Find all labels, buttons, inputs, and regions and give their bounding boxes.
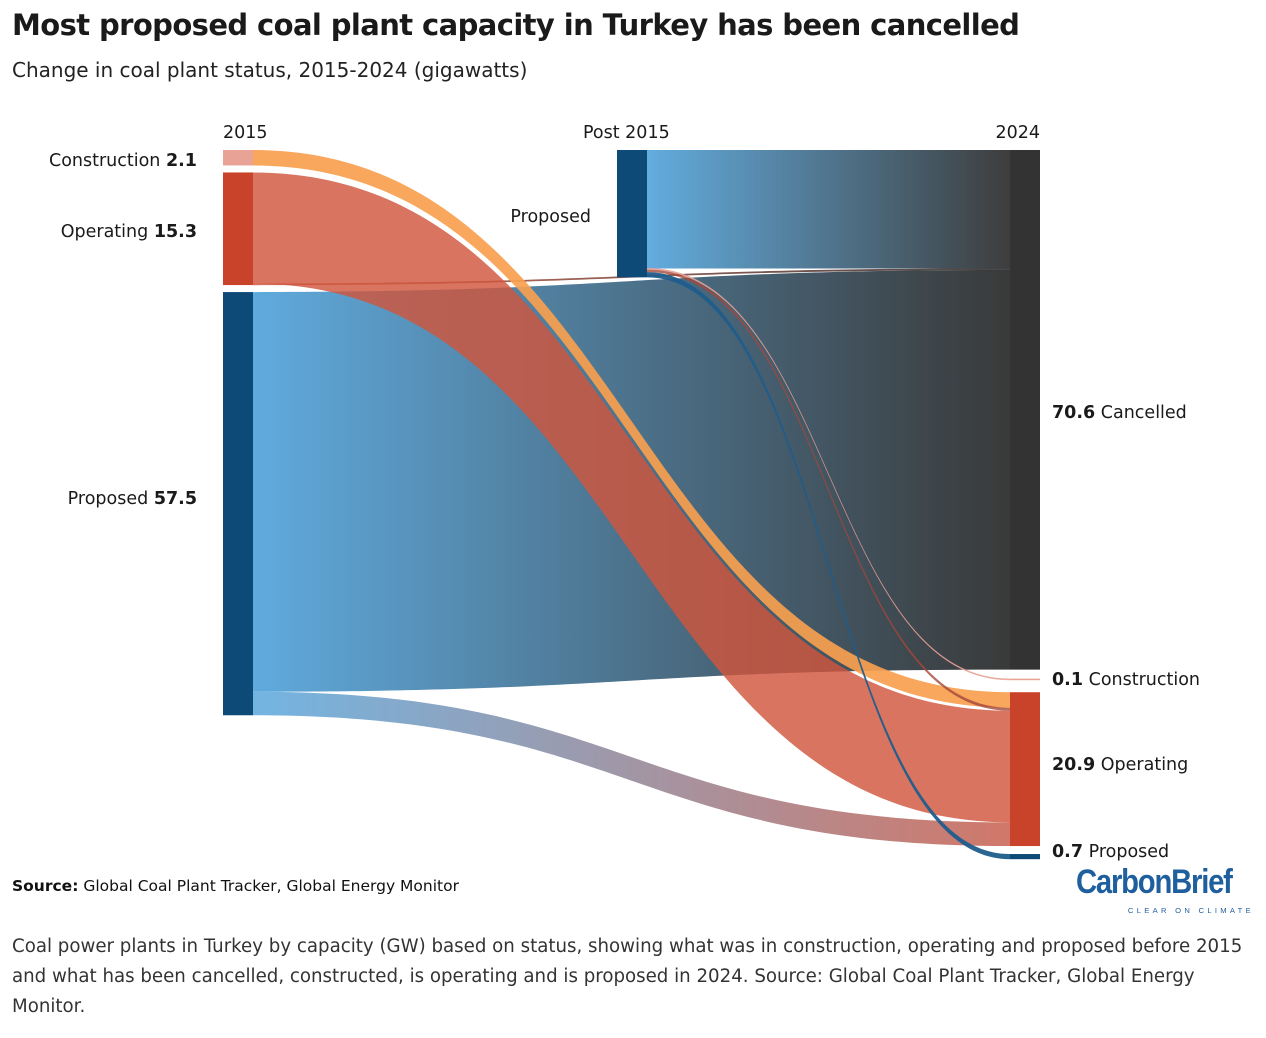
node-2024-operating — [1010, 692, 1040, 847]
chart-title: Most proposed coal plant capacity in Tur… — [12, 8, 1020, 42]
label-2024-operating: 20.9 Operating — [1052, 755, 1188, 775]
label-2024-construction: 0.1 Construction — [1052, 670, 1200, 690]
sankey-flows — [253, 150, 1010, 860]
flow-post2015-proposed-to-construction — [647, 267, 1010, 681]
flow-post2015-proposed-to-cancelled — [647, 150, 1010, 269]
chart-subtitle: Change in coal plant status, 2015-2024 (… — [12, 58, 528, 82]
carbonbrief-logo: CarbonBrief CLEAR ON CLIMATE — [1076, 864, 1256, 916]
label-2015-operating: Operating 15.3 — [61, 222, 197, 242]
node-post2015-proposed — [617, 150, 647, 278]
logo-wordmark: CarbonBrief — [1076, 863, 1233, 901]
label-2015-construction: Construction 2.1 — [49, 151, 197, 171]
node-2015-proposed — [223, 292, 253, 716]
sankey-chart: 2015 Post 2015 2024 Construction 2.1 Ope… — [49, 123, 1200, 862]
label-2024-proposed: 0.7 Proposed — [1052, 842, 1169, 862]
column-header-2015: 2015 — [223, 123, 268, 143]
node-2015-operating — [223, 172, 253, 286]
flow-construction-to-operating — [253, 150, 1010, 708]
flow-post2015-proposed-to-operating — [647, 269, 1010, 711]
flow-post2015-proposed-to-proposed — [647, 272, 1010, 860]
label-post2015-proposed: Proposed — [510, 207, 591, 227]
logo-tagline: CLEAR ON CLIMATE — [1127, 906, 1254, 915]
label-2015-proposed: Proposed 57.5 — [68, 489, 197, 509]
column-header-2024: 2024 — [995, 123, 1040, 143]
source-text: Global Coal Plant Tracker, Global Energy… — [83, 877, 459, 895]
source-label: Source: — [12, 877, 79, 895]
node-2024-cancelled — [1010, 150, 1040, 670]
column-header-post-2015: Post 2015 — [583, 123, 670, 143]
node-2015-construction — [223, 150, 253, 166]
flow-operating-to-operating — [253, 172, 1010, 823]
figure-caption: Coal power plants in Turkey by capacity … — [12, 936, 1243, 1017]
sankey-nodes — [223, 150, 1040, 860]
flow-proposed-to-operating — [253, 691, 1010, 847]
node-2024-construction — [1010, 678, 1040, 681]
node-2024-proposed — [1010, 854, 1040, 860]
source-note: Source: Global Coal Plant Tracker, Globa… — [12, 877, 459, 895]
label-2024-cancelled: 70.6 Cancelled — [1052, 403, 1187, 423]
